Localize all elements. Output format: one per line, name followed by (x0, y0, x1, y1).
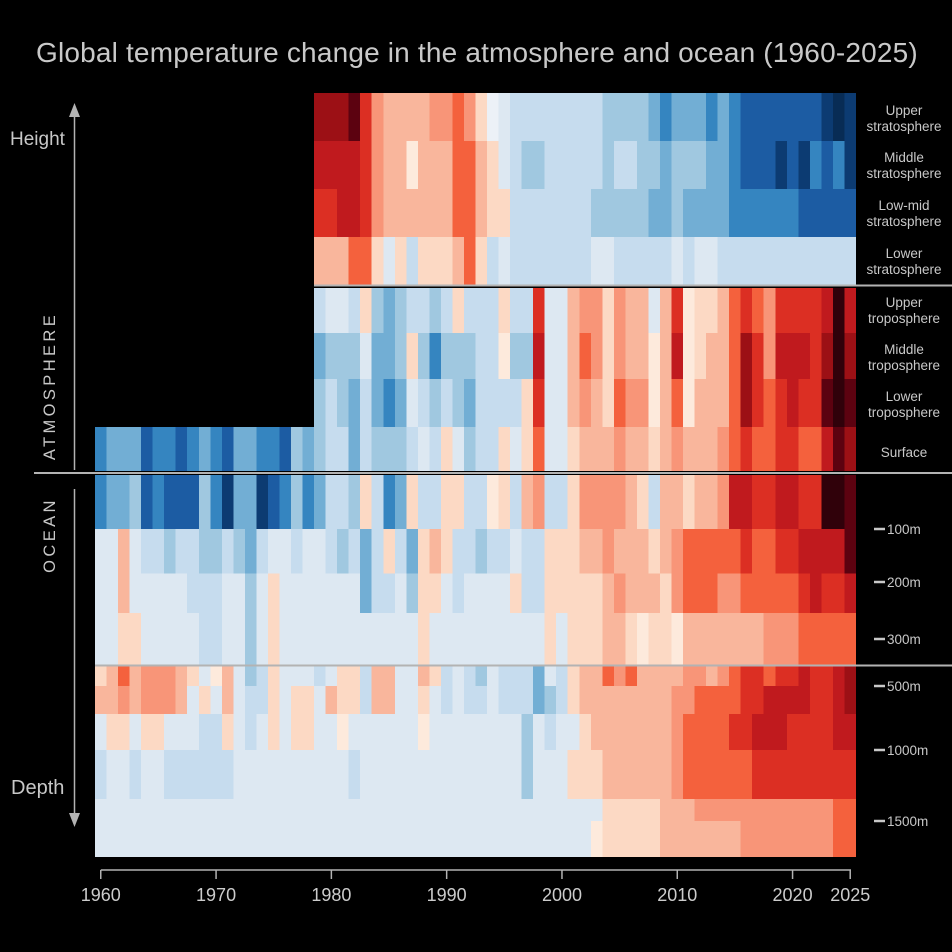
svg-text:2000: 2000 (542, 885, 582, 905)
svg-text:Upper: Upper (886, 295, 923, 310)
svg-text:1500m: 1500m (887, 814, 928, 829)
svg-text:1000m: 1000m (887, 743, 928, 758)
svg-text:Lower: Lower (886, 389, 923, 404)
svg-text:stratosphere: stratosphere (866, 119, 941, 134)
svg-text:2020: 2020 (773, 885, 813, 905)
svg-text:1990: 1990 (427, 885, 467, 905)
svg-text:2025: 2025 (830, 885, 870, 905)
svg-text:200m: 200m (887, 575, 921, 590)
svg-text:500m: 500m (887, 679, 921, 694)
svg-text:Depth: Depth (11, 777, 64, 799)
svg-text:stratosphere: stratosphere (866, 214, 941, 229)
svg-text:OCEAN: OCEAN (41, 497, 59, 573)
svg-text:Global temperature change in t: Global temperature change in the atmosph… (36, 37, 918, 68)
svg-text:troposphere: troposphere (868, 405, 940, 420)
svg-text:ATMOSPHERE: ATMOSPHERE (41, 312, 59, 460)
svg-text:1980: 1980 (311, 885, 351, 905)
svg-text:1970: 1970 (196, 885, 236, 905)
svg-text:300m: 300m (887, 632, 921, 647)
svg-text:Low-mid: Low-mid (878, 198, 929, 213)
svg-text:Upper: Upper (886, 103, 923, 118)
svg-text:Middle: Middle (884, 150, 924, 165)
svg-text:100m: 100m (887, 522, 921, 537)
svg-text:Lower: Lower (886, 246, 923, 261)
svg-text:stratosphere: stratosphere (866, 166, 941, 181)
svg-text:Surface: Surface (881, 445, 928, 460)
svg-text:troposphere: troposphere (868, 311, 940, 326)
svg-text:2010: 2010 (657, 885, 697, 905)
svg-text:stratosphere: stratosphere (866, 262, 941, 277)
svg-text:1960: 1960 (81, 885, 121, 905)
svg-text:troposphere: troposphere (868, 358, 940, 373)
svg-text:Height: Height (10, 129, 66, 150)
svg-text:Middle: Middle (884, 342, 924, 357)
